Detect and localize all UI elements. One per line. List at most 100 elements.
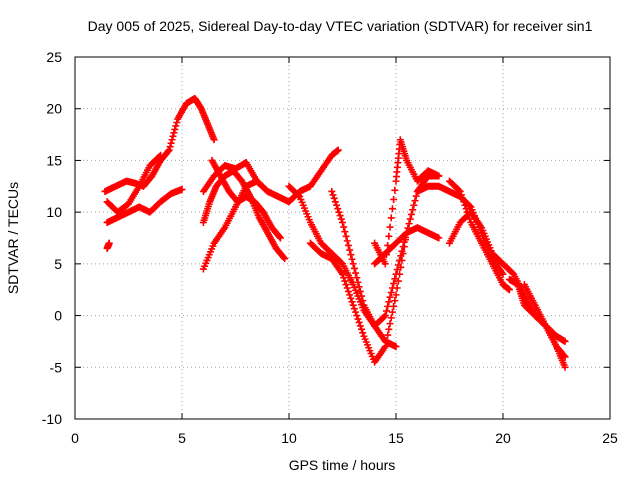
data-point (173, 119, 181, 127)
data-point (330, 194, 338, 202)
data-point (342, 232, 350, 240)
data-point (339, 270, 346, 278)
data-point (348, 298, 356, 306)
data-point (354, 315, 362, 323)
data-point (397, 252, 405, 260)
data-point (341, 228, 349, 236)
data-point (262, 186, 270, 194)
data-point (390, 302, 398, 310)
data-point (168, 136, 176, 144)
data-point (280, 254, 288, 262)
data-point (391, 186, 399, 194)
data-point (505, 286, 513, 294)
data-point (359, 297, 367, 305)
data-point (333, 201, 341, 209)
data-point (355, 283, 363, 291)
data-point (346, 246, 354, 254)
data-point (412, 192, 420, 200)
data-point (348, 255, 356, 263)
series-arc-4 (103, 239, 113, 252)
data-point (155, 152, 163, 160)
series-arc-5 (199, 167, 289, 263)
data-point (354, 278, 362, 286)
data-point (385, 325, 393, 333)
data-point (381, 312, 389, 320)
plot-frame (74, 56, 611, 420)
data-point (328, 187, 336, 195)
data-point (391, 297, 399, 305)
y-tick-label: 5 (54, 256, 62, 272)
data-point (359, 329, 367, 337)
data-point (460, 198, 468, 206)
data-point (167, 139, 175, 147)
y-tick-label: 15 (46, 152, 62, 168)
data-point (352, 269, 360, 277)
series-arc-12 (371, 136, 443, 268)
data-point (388, 205, 396, 213)
data-point (352, 308, 360, 316)
data-point (178, 185, 186, 193)
data-point (337, 215, 345, 223)
data-point (387, 289, 395, 297)
data-point (295, 191, 303, 199)
data-point (172, 122, 180, 130)
data-point (411, 197, 419, 205)
data-point (356, 322, 364, 330)
data-point (393, 266, 401, 274)
data-point (164, 147, 172, 155)
data-point (459, 194, 467, 202)
data-point (386, 320, 394, 328)
data-point (166, 143, 174, 151)
data-point (387, 314, 395, 322)
x-tick-label: 20 (495, 430, 511, 446)
data-point (406, 215, 414, 223)
y-tick-label: -5 (50, 359, 63, 375)
data-point (382, 337, 390, 345)
data-point (264, 187, 272, 195)
data-point (462, 205, 470, 213)
series-arc-2 (103, 185, 186, 226)
data-point (385, 232, 393, 240)
series-arc-11 (328, 172, 443, 330)
data-point (329, 191, 337, 199)
data-point (342, 281, 350, 289)
data-point (560, 352, 568, 360)
data-point (384, 302, 392, 310)
data-point (392, 270, 400, 278)
data-point (344, 241, 352, 249)
data-point (276, 234, 284, 242)
x-tick-label: 10 (281, 430, 297, 446)
data-point (390, 196, 398, 204)
y-tick-label: 0 (54, 308, 62, 324)
data-point (392, 291, 400, 299)
data-point (331, 198, 339, 206)
data-point (386, 223, 394, 231)
series-arc-3 (103, 151, 165, 216)
data-point (344, 287, 352, 295)
data-point (170, 129, 178, 137)
data-point (350, 305, 358, 313)
y-tick-label: 20 (46, 101, 62, 117)
data-point (396, 256, 404, 264)
data-point (350, 264, 358, 272)
data-point (339, 218, 346, 226)
data-point (390, 279, 398, 287)
data-point (384, 331, 392, 339)
data-point (409, 206, 417, 214)
data-points (101, 94, 569, 371)
series-arc-1 (101, 94, 218, 195)
data-point (340, 223, 348, 231)
series-arc-18 (520, 281, 569, 361)
data-point (334, 146, 342, 154)
data-point (346, 291, 354, 299)
x-tick-label: 15 (388, 430, 404, 446)
data-point (353, 274, 361, 282)
data-point (435, 234, 443, 242)
data-point (455, 186, 463, 194)
data-point (210, 136, 218, 144)
data-point (400, 238, 408, 246)
data-point (398, 247, 406, 255)
data-point (157, 151, 165, 159)
data-point (281, 255, 289, 263)
data-point (561, 337, 569, 345)
